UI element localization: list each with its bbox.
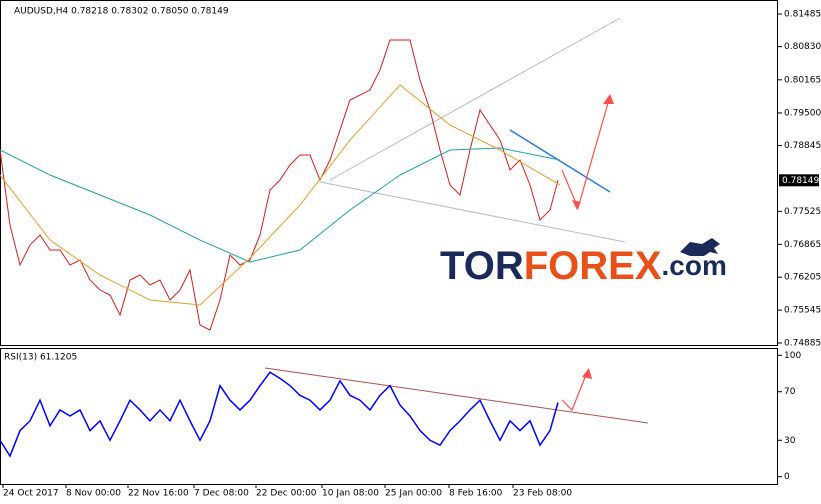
x-tick-label: 25 Jan 00:00 [385,489,442,499]
trend-line [264,367,649,424]
arrow-head [582,368,592,379]
x-tick-label: 10 Jan 08:00 [322,489,379,499]
trend-line [319,181,626,243]
chart-title: AUDUSD,H4 0.78218 0.78302 0.78050 0.7814… [14,7,229,17]
logo-part: TOR [440,244,524,288]
x-tick-label: 22 Nov 16:00 [128,489,189,499]
y-tick-label: 0.77525 [784,207,821,217]
logo-part: FOREX [524,244,662,288]
x-tick-label: 24 Oct 2017 [3,489,59,499]
y-tick-label: 0.74885 [784,339,821,349]
price-tag-label: 0.78149 [782,176,819,186]
y-tick-label: 70 [784,387,796,397]
x-tick-label: 23 Feb 08:00 [513,489,572,499]
x-tick-label: 8 Nov 00:00 [66,489,121,499]
main-panel [0,0,778,346]
y-tick-label: 0.80165 [784,75,821,85]
logo-icon [680,238,720,256]
trend-line [509,129,611,193]
y-tick-label: 0.75545 [784,306,821,316]
y-tick-label: 0.76865 [784,240,821,250]
price-tag [779,174,819,187]
x-tick-label: 22 Dec 00:00 [256,489,317,499]
y-tick-label: 0.79500 [784,108,821,118]
series-line [0,371,559,458]
rsi-panel [0,348,778,485]
forecast-arrow [561,369,589,412]
y-tick-label: 0.78845 [784,141,821,151]
y-tick-label: 0 [784,472,790,482]
y-tick-label: 0.76205 [784,273,821,283]
arrow-head [572,200,581,210]
series-line [0,39,559,331]
trend-line [329,17,621,181]
x-tick-label: 7 Dec 08:00 [194,489,249,499]
series-line [0,84,561,306]
y-tick-label: 0.81485 [784,10,821,20]
y-tick-label: 100 [784,351,801,361]
y-tick-label: 30 [784,436,796,446]
x-tick-label: 8 Feb 16:00 [449,489,503,499]
series-line [0,147,561,263]
y-tick-label: 0.80830 [784,42,821,52]
forecast-arrow [561,95,611,210]
chart-title: RSI(13) 61.1205 [4,353,77,363]
arrow-head [603,94,614,104]
